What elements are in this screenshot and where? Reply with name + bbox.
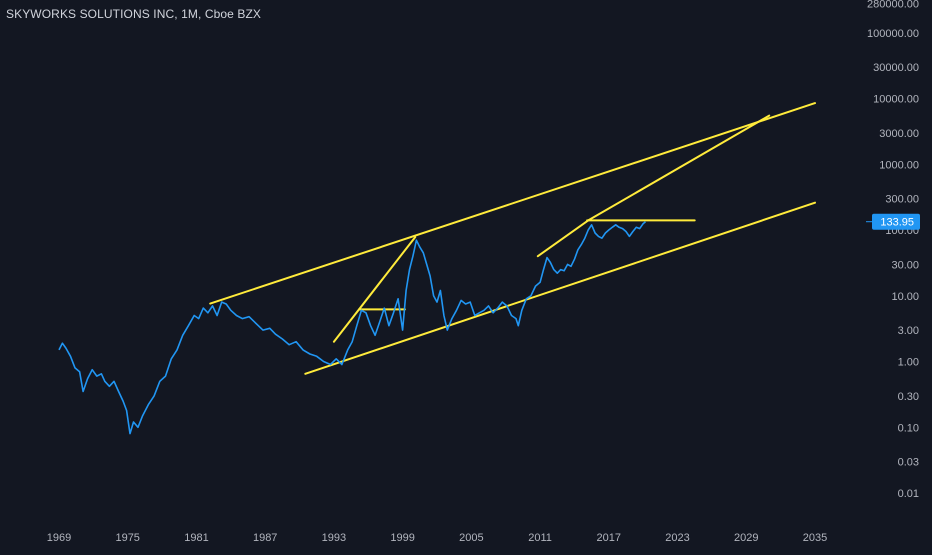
drawing-layer[interactable] xyxy=(209,102,816,375)
rally-line-2011-2015[interactable] xyxy=(536,219,590,258)
y-tick-label: 30.00 xyxy=(891,259,919,271)
y-tick-label: 0.10 xyxy=(898,422,919,434)
price-series-line xyxy=(58,221,647,435)
y-tick-label: 10000.00 xyxy=(873,94,919,106)
x-tick-label: 1981 xyxy=(184,532,208,544)
projection-line[interactable] xyxy=(587,114,771,222)
time-axis[interactable]: 1969 1975 1981 1987 1993 1999 2005 2011 2017 2023… xyxy=(0,522,932,550)
last-price-label: 133.95 xyxy=(880,217,914,229)
x-tick-label: 2011 xyxy=(528,532,552,544)
x-tick-label: 2017 xyxy=(597,532,621,544)
series-layer xyxy=(58,221,647,435)
upper-channel-line[interactable] xyxy=(209,102,816,305)
y-tick-label: 0.01 xyxy=(898,488,919,500)
y-tick-label: 0.03 xyxy=(898,457,919,469)
y-tick-label: 3.00 xyxy=(898,325,919,337)
price-axis[interactable]: 0.010.030.100.301.003.0010.0030.00100.00… xyxy=(867,0,932,522)
time-axis-background xyxy=(0,522,932,550)
last-price-badge xyxy=(872,213,920,230)
x-tick-label: 1999 xyxy=(390,532,414,544)
x-tick-label: 2029 xyxy=(734,532,758,544)
y-tick-label: 10.00 xyxy=(891,291,919,303)
y-tick-label: 1.00 xyxy=(898,357,919,369)
rally-line-1993-2000[interactable] xyxy=(332,236,417,343)
chart-title: SKYWORKS SOLUTIONS INC, 1M, Cboe BZX xyxy=(6,7,261,21)
price-axis-background xyxy=(868,0,932,522)
y-tick-label: 30000.00 xyxy=(873,62,919,74)
x-tick-label: 1987 xyxy=(253,532,277,544)
x-tick-label: 2023 xyxy=(665,532,689,544)
y-tick-label: 300.00 xyxy=(885,194,919,206)
y-tick-label: 100000.00 xyxy=(867,28,919,40)
last-price-marker: 133.95 xyxy=(866,213,920,230)
y-tick-label: 280000.00 xyxy=(867,0,919,10)
x-tick-label: 2035 xyxy=(803,532,827,544)
y-tick-label: 0.30 xyxy=(898,391,919,403)
y-tick-label: 3000.00 xyxy=(879,128,919,140)
x-tick-label: 2005 xyxy=(459,532,483,544)
x-tick-label: 1993 xyxy=(322,532,346,544)
x-tick-label: 1975 xyxy=(115,532,139,544)
x-tick-label: 1969 xyxy=(47,532,71,544)
lower-channel-line[interactable] xyxy=(304,201,816,375)
y-tick-label: 1000.00 xyxy=(879,159,919,171)
